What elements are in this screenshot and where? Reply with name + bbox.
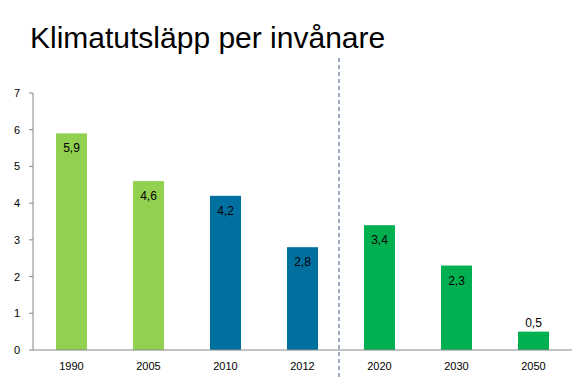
divider [339, 58, 340, 377]
data-label: 5,9 [63, 141, 80, 155]
data-label: 3,4 [371, 233, 388, 247]
y-tick [29, 239, 33, 240]
y-tick-label: 3 [14, 234, 20, 246]
chart-svg: Klimatutsläpp per invånare 0 1 2 3 4 5 6 7 1990 20… [0, 0, 581, 377]
y-tick [29, 313, 33, 314]
x-axis [33, 350, 572, 351]
data-label: 4,2 [217, 204, 234, 218]
y-tick [29, 129, 33, 130]
data-label: 0,5 [525, 316, 542, 330]
bar [56, 133, 87, 350]
bar [287, 247, 318, 350]
x-tick-label: 1990 [59, 360, 83, 372]
chart-container: Klimatutsläpp per invånare 0 1 2 3 4 5 6 7 1990 20… [0, 0, 581, 377]
bar [364, 225, 395, 350]
data-label: 2,3 [448, 274, 465, 288]
title: Klimatutsläpp per invånare [30, 21, 385, 54]
x-tick-label: 2005 [136, 360, 160, 372]
x-tick-label: 2012 [290, 360, 314, 372]
y-tick-label: 7 [14, 87, 20, 99]
bars [56, 133, 549, 350]
y-tick-label: 5 [14, 160, 20, 172]
y-tick-label: 0 [14, 344, 20, 356]
bar [133, 181, 164, 350]
x-tick-label: 2010 [213, 360, 237, 372]
data-label: 4,6 [140, 189, 157, 203]
bar [441, 266, 472, 350]
y-tick [29, 350, 33, 351]
y-tick-label: 1 [14, 307, 20, 319]
y-tick-label: 2 [14, 271, 20, 283]
x-tick-label: 2020 [367, 360, 391, 372]
x-tick-label: 2030 [444, 360, 468, 372]
y-tick-label: 6 [14, 124, 20, 136]
y-axis [33, 93, 34, 350]
bar [210, 196, 241, 350]
data-label: 2,8 [294, 255, 311, 269]
x-tick-label: 2050 [521, 360, 545, 372]
y-tick [29, 276, 33, 277]
bar [518, 332, 549, 350]
y-tick-label: 4 [14, 197, 20, 209]
y-tick [29, 93, 33, 94]
y-tick [29, 166, 33, 167]
y-tick [29, 203, 33, 204]
